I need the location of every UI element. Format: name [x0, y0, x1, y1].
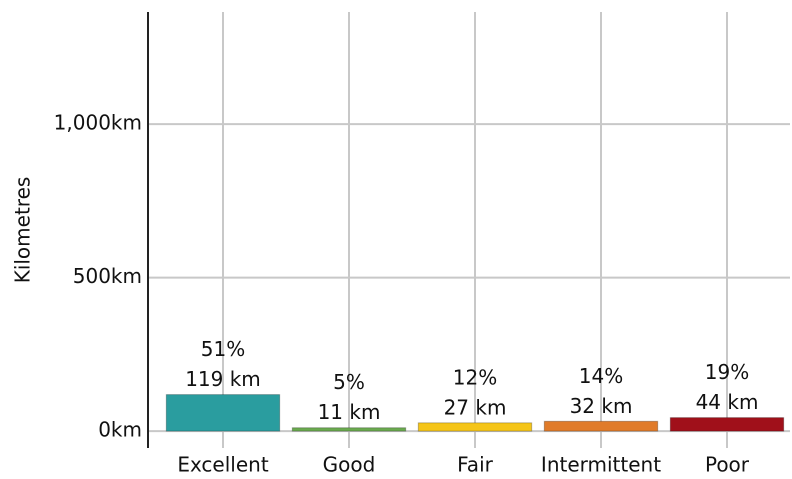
bar [417, 422, 533, 432]
x-tick-label: Good [323, 453, 376, 477]
value-label: 44 km [696, 390, 759, 414]
percent-label: 51% [201, 337, 245, 361]
bar [543, 420, 659, 432]
x-tick-label: Poor [705, 453, 750, 477]
bar [291, 427, 407, 432]
value-label: 11 km [318, 400, 381, 424]
y-tick-label: 500km [73, 264, 142, 288]
percent-label: 19% [705, 360, 749, 384]
bar [669, 417, 785, 432]
percent-label: 12% [453, 365, 497, 389]
y-axis-label: Kilometres [11, 177, 35, 284]
x-tick-label: Fair [457, 453, 493, 477]
x-tick-label: Excellent [177, 453, 269, 477]
bar [165, 394, 281, 432]
y-tick-label: 0km [98, 418, 142, 442]
y-tick-label: 1,000km [54, 111, 142, 135]
percent-label: 14% [579, 364, 623, 388]
x-tick-label: Intermittent [541, 453, 661, 477]
value-label: 27 km [444, 395, 507, 419]
value-label: 119 km [185, 367, 261, 391]
percent-label: 5% [333, 370, 365, 394]
value-label: 32 km [570, 394, 633, 418]
